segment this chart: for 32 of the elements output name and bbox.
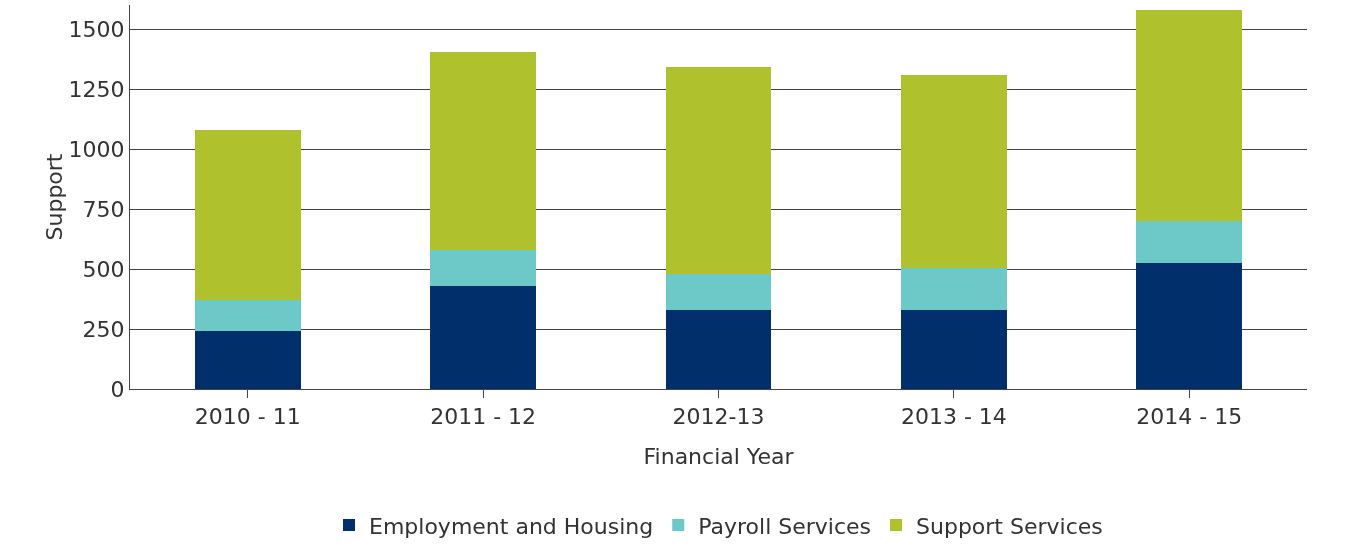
y-tick-label: 1000 (68, 136, 125, 162)
y-tick-label: 1500 (68, 16, 125, 42)
x-tick-label: 2013 - 14 (900, 404, 1007, 430)
legend-label: Employment and Housing (369, 513, 654, 539)
bar (665, 273, 772, 310)
bar (194, 129, 301, 301)
bar (1136, 221, 1243, 263)
x-tick-label: 2010 - 11 (194, 404, 301, 430)
bar (194, 331, 301, 389)
x-axis-title: Financial Year (643, 444, 795, 470)
x-tick-label: 2014 - 15 (1136, 404, 1243, 430)
y-axis-title: Support (41, 153, 67, 241)
bar (430, 285, 537, 389)
y-tick-label: 750 (82, 196, 125, 222)
x-tick-label: 2011 - 12 (430, 404, 537, 430)
bar (665, 67, 772, 274)
bar (1136, 9, 1243, 221)
y-tick-label: 250 (82, 316, 125, 342)
bar (430, 51, 537, 250)
bar (900, 309, 1007, 389)
bar (430, 249, 537, 286)
y-tick-label: 500 (82, 256, 125, 282)
y-tick-label: 1250 (68, 76, 125, 102)
bar (194, 300, 301, 332)
bar (665, 309, 772, 389)
bar (900, 267, 1007, 310)
x-tick-label: 2012-13 (672, 404, 765, 430)
legend-label: Support Services (916, 513, 1103, 539)
bar (1136, 263, 1243, 389)
legend-label: Payroll Services (698, 513, 872, 539)
y-tick-label: 0 (110, 376, 125, 402)
bar (900, 74, 1007, 268)
